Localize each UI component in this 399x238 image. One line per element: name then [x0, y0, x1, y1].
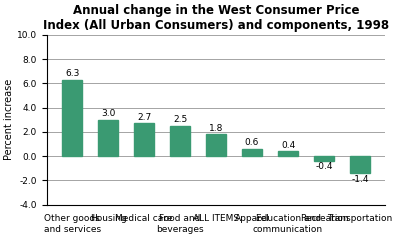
Text: -1.4: -1.4 — [351, 175, 369, 183]
Text: 2.7: 2.7 — [137, 113, 151, 122]
Text: -0.4: -0.4 — [315, 163, 333, 171]
Bar — [350, 156, 370, 173]
Text: 0.4: 0.4 — [281, 141, 295, 150]
Text: 2.5: 2.5 — [173, 115, 187, 124]
Bar — [278, 151, 298, 156]
Text: 6.3: 6.3 — [65, 69, 79, 78]
Bar — [206, 134, 226, 156]
Text: 3.0: 3.0 — [101, 109, 115, 118]
Y-axis label: Percent increase: Percent increase — [4, 79, 14, 160]
Bar — [62, 80, 82, 156]
Bar — [314, 156, 334, 161]
Bar — [242, 149, 262, 156]
Bar — [98, 120, 118, 156]
Title: Annual change in the West Consumer Price
Index (All Urban Consumers) and compone: Annual change in the West Consumer Price… — [43, 4, 389, 32]
Bar — [134, 123, 154, 156]
Text: 0.6: 0.6 — [245, 139, 259, 147]
Bar — [170, 126, 190, 156]
Text: 1.8: 1.8 — [209, 124, 223, 133]
